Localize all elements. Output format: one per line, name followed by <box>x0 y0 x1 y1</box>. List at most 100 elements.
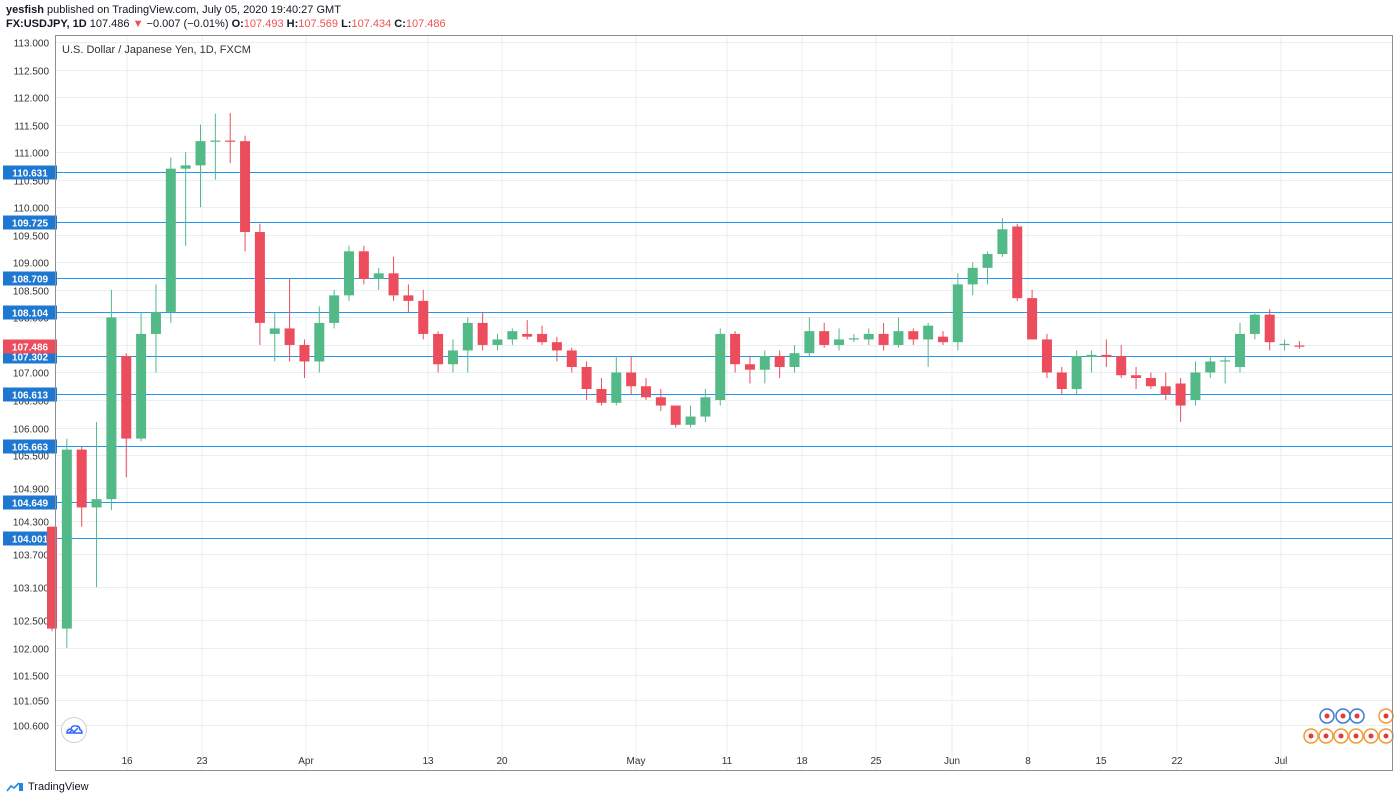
candle-body <box>804 331 815 354</box>
candle <box>284 278 295 362</box>
candle <box>254 223 265 345</box>
candle-body <box>893 331 904 345</box>
y-tick-label: 113.000 <box>14 39 50 50</box>
candle <box>834 328 845 351</box>
level-label: 108.104 <box>12 309 49 320</box>
candle <box>655 389 666 412</box>
candle-body <box>848 338 859 340</box>
open-label: O: <box>231 18 244 30</box>
level-label-bg <box>3 305 57 320</box>
tradingview-logo-button[interactable] <box>61 717 87 743</box>
candle-body <box>299 344 310 362</box>
candle <box>581 361 592 401</box>
candle <box>344 245 354 301</box>
candle-body <box>1294 345 1305 347</box>
y-tick-label: 111.000 <box>14 149 49 160</box>
candle-body <box>91 499 102 508</box>
candle-body <box>1145 377 1156 387</box>
low-label: L: <box>341 18 352 30</box>
candle-body <box>878 333 889 345</box>
candle-body <box>685 416 696 425</box>
candle <box>507 328 518 345</box>
candle-body <box>1012 226 1023 299</box>
candle <box>804 317 815 356</box>
candle-body <box>611 372 622 403</box>
candle <box>1160 372 1171 401</box>
candle-body <box>1101 354 1112 358</box>
candle <box>863 328 874 345</box>
y-tick-label: 104.300 <box>13 518 50 529</box>
candle-body <box>789 353 800 367</box>
candle <box>225 113 236 164</box>
candle-body <box>730 333 741 365</box>
candle <box>1294 341 1305 349</box>
candle-body <box>507 331 518 340</box>
candle-body <box>477 322 488 345</box>
candle <box>358 245 369 285</box>
candle <box>299 339 310 378</box>
y-tick-label: 101.500 <box>13 672 50 683</box>
y-tick-label: 109.000 <box>13 259 50 270</box>
candle <box>611 355 622 406</box>
candle-body <box>982 254 993 268</box>
publisher-name[interactable]: yesfish <box>6 4 44 16</box>
change-text: −0.007 (−0.01%) <box>146 18 229 30</box>
candle-body <box>225 140 236 142</box>
candle <box>1279 339 1290 351</box>
high-label: H: <box>286 18 299 30</box>
candle-body <box>537 333 548 343</box>
candle-body <box>908 331 919 340</box>
level-label-bg <box>3 387 57 402</box>
candle <box>165 157 176 323</box>
candle <box>893 317 904 348</box>
candle <box>1190 361 1201 406</box>
event-marker-dot <box>1324 713 1330 719</box>
candle-body <box>344 251 354 296</box>
chart-frame <box>55 35 1393 771</box>
level-label: 104.649 <box>12 499 49 510</box>
candle <box>447 339 458 373</box>
y-tick-label: 103.100 <box>13 584 50 595</box>
candle <box>477 311 488 351</box>
y-tick-label: 103.700 <box>13 551 50 562</box>
y-tick-label: 109.500 <box>13 232 50 243</box>
candle <box>492 333 503 351</box>
candle <box>997 218 1008 257</box>
candle <box>1071 350 1082 395</box>
candle-body <box>165 168 176 312</box>
candle-body <box>1086 354 1097 358</box>
published-text: published on TradingView.com, July 05, 2… <box>46 4 341 16</box>
candle-body <box>462 322 473 351</box>
candle-body <box>715 333 726 401</box>
event-marker-dot <box>1353 733 1359 739</box>
candle-body <box>700 397 711 417</box>
candle <box>1012 223 1023 301</box>
y-tick-label: 104.900 <box>13 485 50 496</box>
high-value: 107.569 <box>298 18 338 30</box>
candle-body <box>1116 355 1127 376</box>
x-tick-label: Apr <box>298 756 314 767</box>
candle <box>700 389 711 423</box>
candle-body <box>1131 375 1142 378</box>
candle <box>150 284 161 373</box>
level-label: 106.613 <box>12 391 49 402</box>
event-marker-dot <box>1383 733 1389 739</box>
candle <box>938 331 948 345</box>
event-marker-dot <box>1368 733 1374 739</box>
candle <box>462 317 473 373</box>
candle <box>1249 311 1260 340</box>
candle-body <box>254 232 265 323</box>
candle <box>1235 322 1245 373</box>
candle-body <box>240 141 251 233</box>
candle <box>195 124 206 208</box>
candle-body <box>1027 298 1038 340</box>
candle-body <box>1160 386 1171 395</box>
candle-body <box>47 526 57 629</box>
candle-body <box>1279 343 1290 346</box>
footer: TradingView <box>6 781 89 793</box>
x-tick-label: May <box>627 756 646 767</box>
y-tick-label: 106.500 <box>13 397 50 408</box>
brand-text[interactable]: TradingView <box>28 781 89 793</box>
candle <box>91 422 102 588</box>
